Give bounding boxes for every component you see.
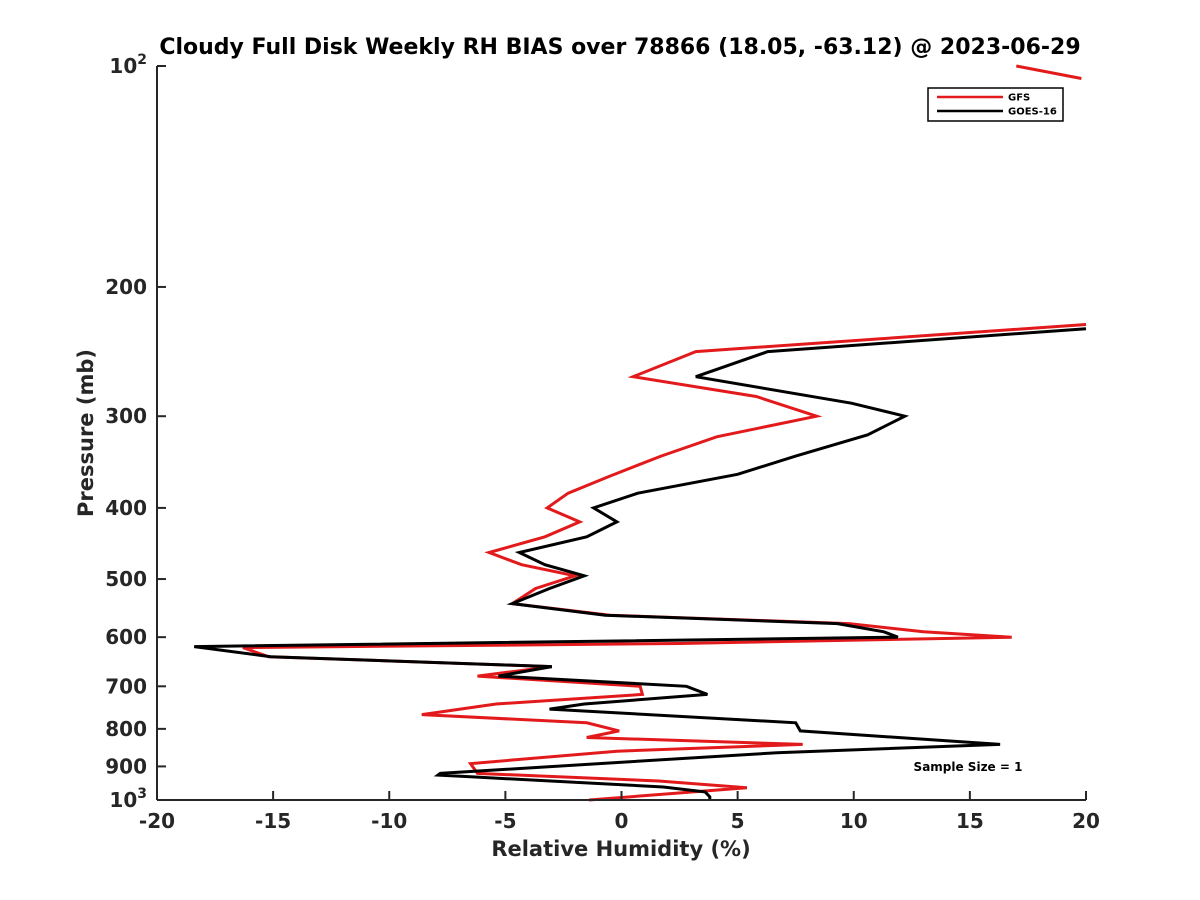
series-line-gfs	[242, 64, 1087, 802]
y-tick-label: 900	[105, 754, 147, 778]
x-tick-label: 10	[840, 809, 868, 833]
x-tick-label: 20	[1072, 809, 1100, 833]
y-tick-label: 300	[105, 404, 147, 428]
sample-size-annotation: Sample Size = 1	[914, 760, 1023, 774]
y-tick-label: 103	[109, 786, 147, 812]
series-line-goes16	[194, 327, 1087, 800]
y-tick-label: 400	[105, 496, 147, 520]
x-tick-label: -20	[139, 809, 175, 833]
y-tick-label: 200	[105, 275, 147, 299]
legend-box	[927, 87, 1064, 122]
x-tick-label: -10	[371, 809, 407, 833]
series-layer	[194, 64, 1087, 802]
plot-area: -20 -15 -10 -5 0 5 10 15 20 102 200 300 400 500 600 70…	[105, 52, 1100, 833]
legend: GFS GOES-16	[927, 87, 1064, 122]
x-tick-label: -5	[494, 809, 516, 833]
y-tick-label: 102	[109, 52, 147, 78]
chart-title: Cloudy Full Disk Weekly RH BIAS over 788…	[159, 35, 1080, 60]
x-ticks: -20 -15 -10 -5 0 5 10 15 20	[139, 791, 1100, 833]
y-tick-label: 700	[105, 674, 147, 698]
y-tick-label: 800	[105, 717, 147, 741]
x-tick-label: 5	[731, 809, 745, 833]
x-axis-label: Relative Humidity (%)	[491, 837, 750, 861]
y-ticks: 102 200 300 400 500 600 700 800 900 103	[105, 52, 166, 812]
y-tick-label: 600	[105, 625, 147, 649]
x-tick-label: -15	[255, 809, 291, 833]
legend-label-gfs: GFS	[1008, 93, 1030, 104]
legend-label-goes16: GOES-16	[1008, 107, 1057, 118]
x-tick-label: 15	[956, 809, 984, 833]
x-tick-label: 0	[615, 809, 629, 833]
y-tick-label: 500	[105, 567, 147, 591]
y-axis-label: Pressure (mb)	[74, 349, 98, 517]
